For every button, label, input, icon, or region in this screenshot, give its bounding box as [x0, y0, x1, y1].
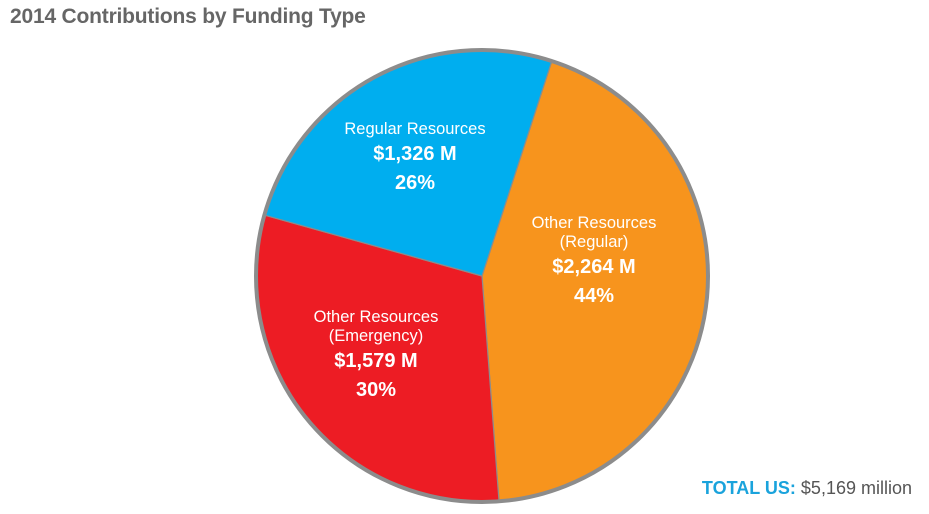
total-value: $5,169 million [800, 478, 912, 498]
pie-slices [255, 49, 709, 503]
slice-value-label: $1,579 M [334, 350, 417, 372]
slice-name-label: Other Resources [532, 214, 657, 232]
pie-labels: Other Resources(Regular)$2,264 M44%Other… [314, 120, 657, 401]
slice-name-label: Regular Resources [344, 120, 485, 138]
slice-value-label: $1,326 M [373, 143, 456, 165]
slice-percent-label: 44% [574, 285, 614, 307]
slice-name-label: (Regular) [560, 233, 629, 251]
slice-value-label: $2,264 M [552, 256, 635, 278]
total-label: TOTAL US: [701, 478, 796, 498]
chart-title: 2014 Contributions by Funding Type [10, 5, 366, 28]
slice-name-label: Other Resources [314, 308, 439, 326]
slice-percent-label: 30% [356, 379, 396, 401]
slice-percent-label: 26% [395, 172, 435, 194]
pie-outline [254, 48, 710, 504]
total-annotation: TOTAL US: $5,169 million [702, 478, 912, 499]
slice-name-label: (Emergency) [329, 327, 423, 345]
